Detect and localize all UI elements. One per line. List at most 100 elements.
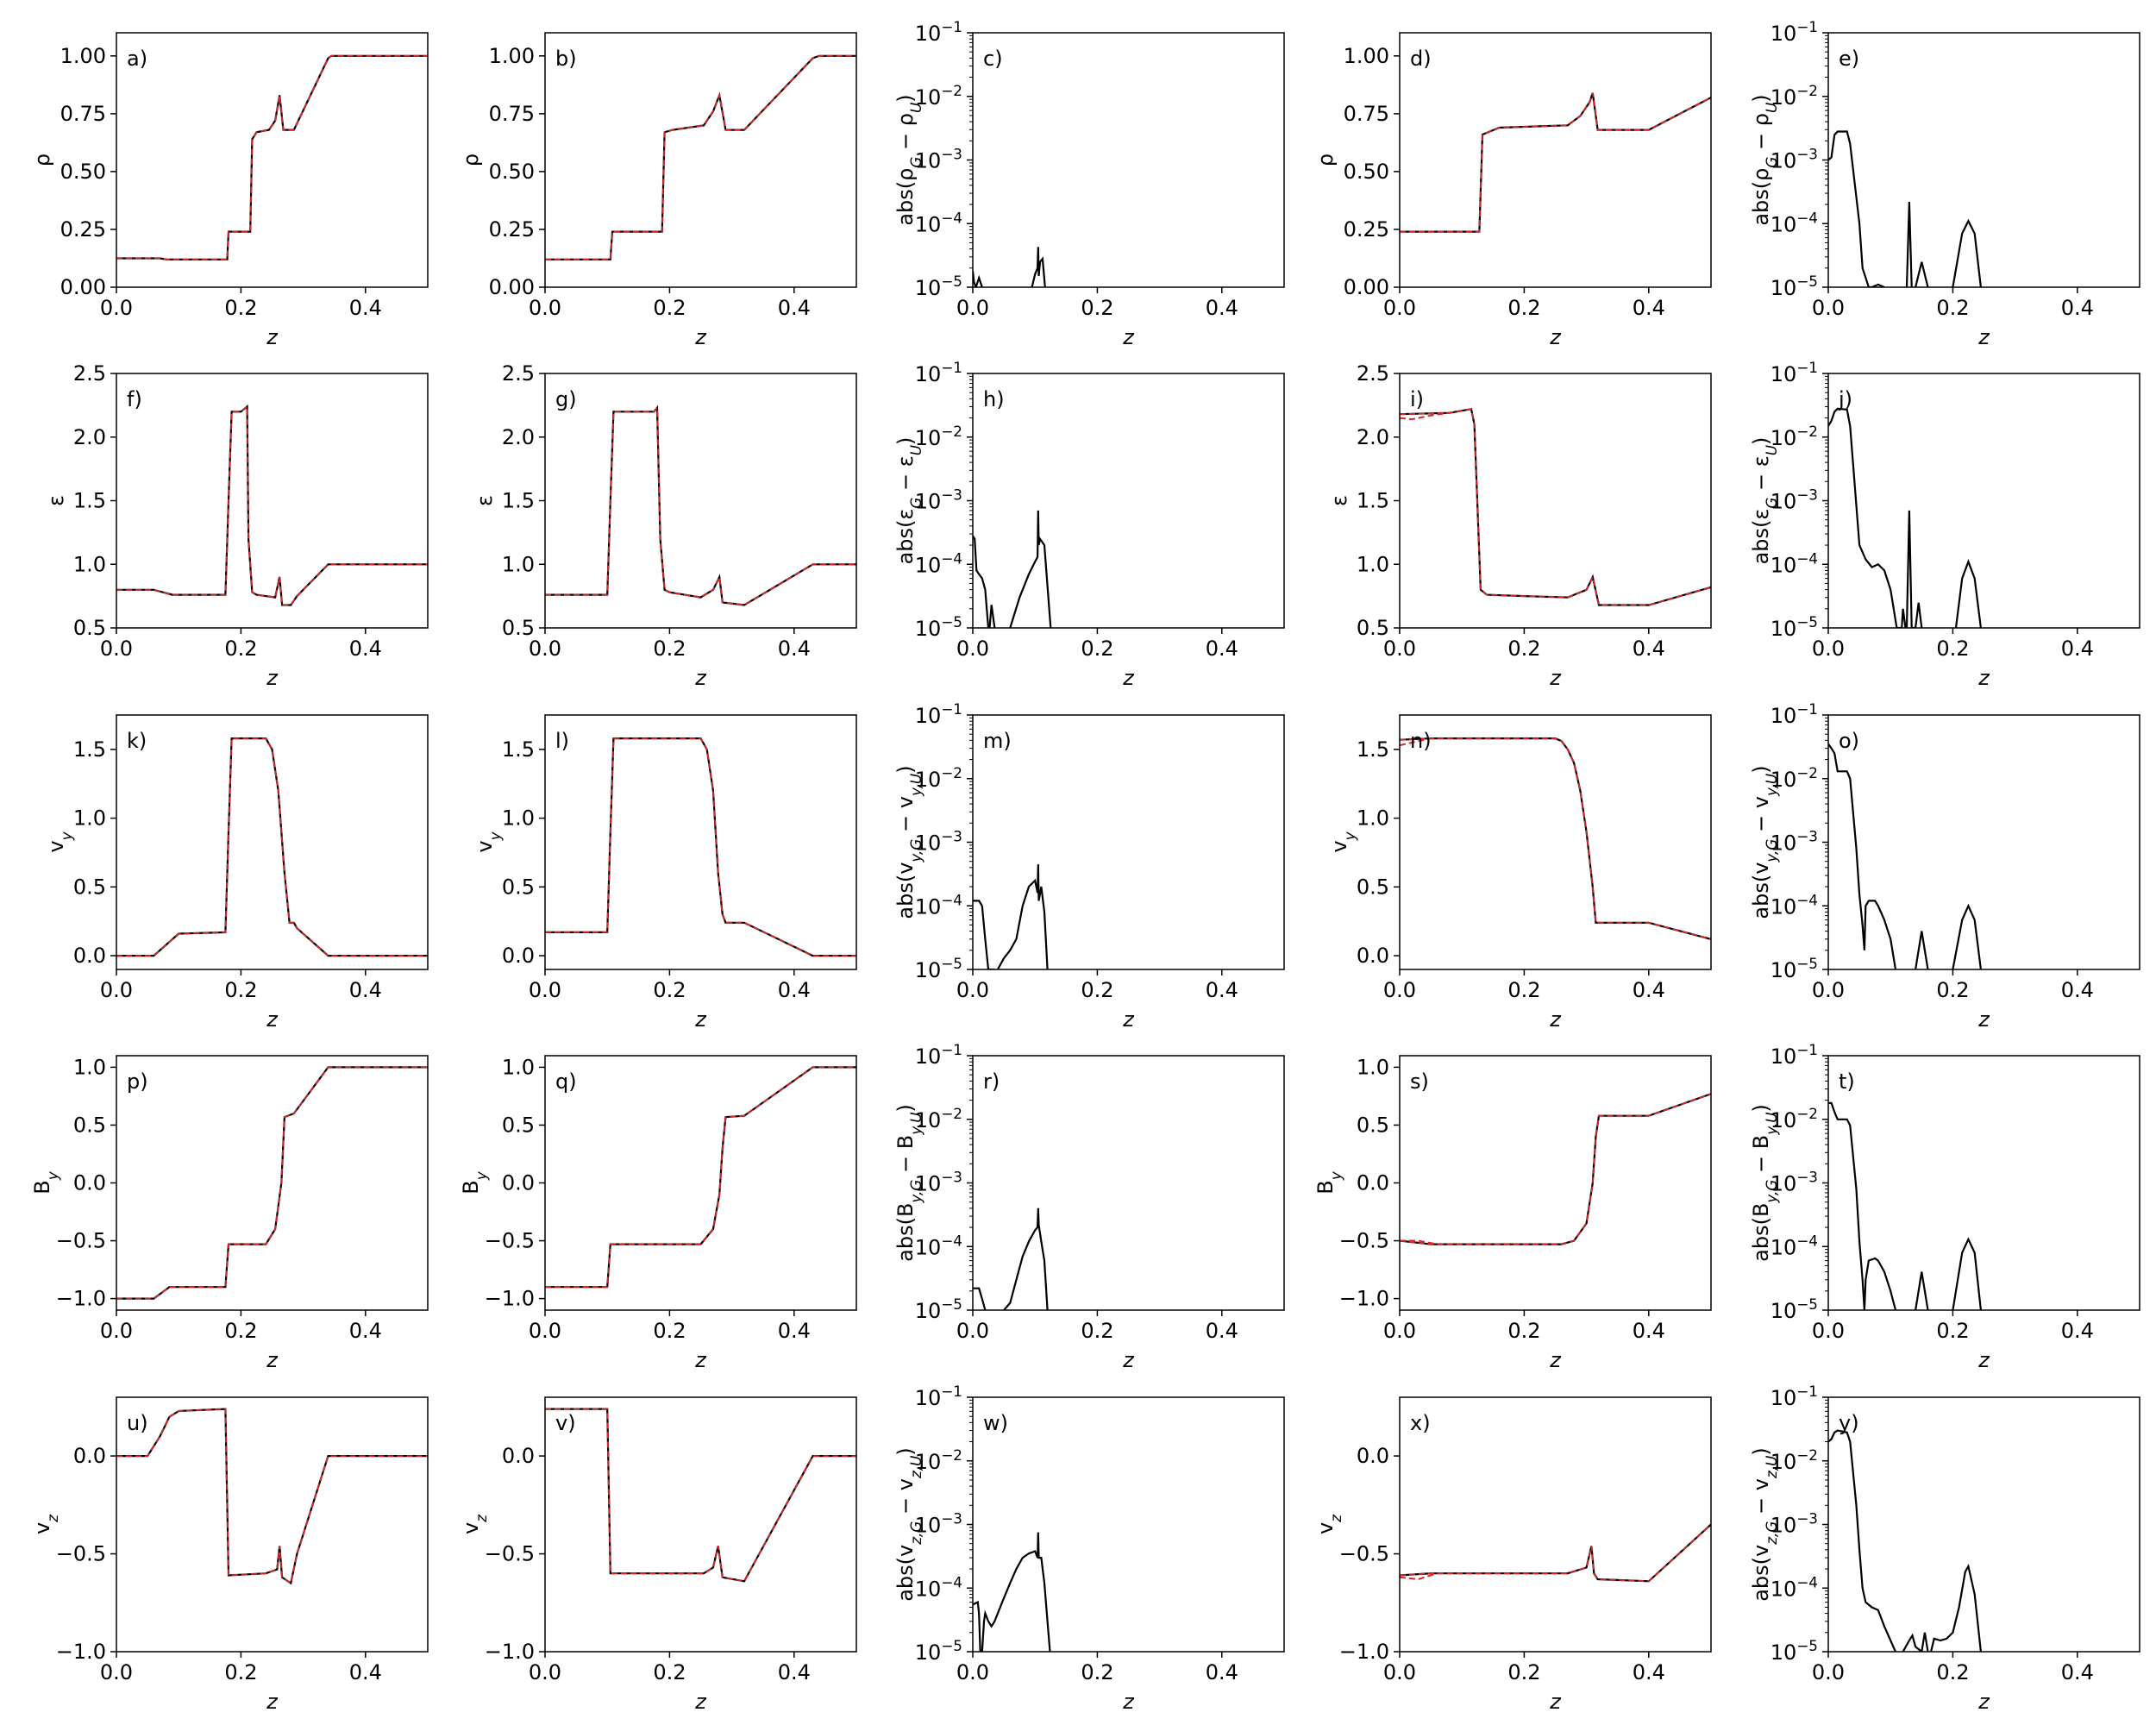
reference-line <box>116 404 428 606</box>
reference-line <box>545 1066 856 1289</box>
y-tick-label: 0.75 <box>489 102 535 126</box>
y-tick-label: 0.5 <box>502 616 535 640</box>
comparison-line <box>1400 411 1450 421</box>
y-tick-label: 1.5 <box>502 489 535 513</box>
difference-line <box>1828 1101 1897 1310</box>
panel-label: g) <box>555 387 577 411</box>
y-tick-label: −0.5 <box>1339 1229 1389 1253</box>
x-axis-label: z <box>694 1348 707 1372</box>
panel-label: w) <box>983 1411 1008 1435</box>
x-tick-label: 0.4 <box>349 978 382 1002</box>
y-tick-label: 10−2 <box>915 1446 962 1474</box>
x-tick-label: 0.4 <box>2061 1660 2094 1684</box>
x-tick-label: 0.4 <box>1633 637 1665 661</box>
x-tick-label: 0.0 <box>1812 978 1845 1002</box>
y-tick-label: 10−1 <box>915 18 962 46</box>
y-axis-label: abs(By,G − By,U) <box>1749 1104 1780 1262</box>
panel-b: 0.0 0.2 0.4 0.00 0.25 0.50 0.75 1.00 z ρ b) <box>459 32 857 349</box>
comparison-line <box>116 737 428 957</box>
x-tick-label: 0.4 <box>2061 296 2094 320</box>
difference-line <box>1952 1237 1982 1310</box>
y-tick-label: 0.5 <box>1357 875 1389 899</box>
panel-label: h) <box>983 387 1005 411</box>
y-tick-label: 1.5 <box>1357 737 1389 762</box>
y-tick-label: −0.5 <box>485 1542 535 1566</box>
comparison-line <box>116 1066 428 1300</box>
x-tick-label: 0.4 <box>1206 637 1238 661</box>
panel-l: 0.0 0.2 0.4 0.0 0.5 1.0 1.5 z vy l) <box>473 714 857 1032</box>
y-tick-label: 1.5 <box>1357 489 1389 513</box>
y-tick-label: −1.0 <box>56 1287 106 1311</box>
y-tick-label: 0.5 <box>502 1113 535 1137</box>
y-tick-label: 0.5 <box>1357 616 1389 640</box>
x-tick-label: 0.4 <box>349 1660 382 1684</box>
y-tick-label: 10−1 <box>915 1383 962 1410</box>
panel-m: 0.0 0.2 0.4 10−5 10−4 10−3 10−2 10−1 z abs(vy,G −… <box>893 700 1285 1032</box>
panel-label: o) <box>1839 729 1859 753</box>
panel-k: 0.0 0.2 0.4 0.0 0.5 1.0 1.5 z vy k) <box>44 714 429 1032</box>
panel-r: 0.0 0.2 0.4 10−5 10−4 10−3 10−2 10−1 z abs(By,G −… <box>893 1041 1285 1372</box>
panel-j: 0.0 0.2 0.4 10−5 10−4 10−3 10−2 10−1 z abs(εG − ε… <box>1749 359 2140 690</box>
y-tick-label: 1.00 <box>489 44 535 68</box>
panel-u: 0.0 0.2 0.4 −1.0 −0.5 0.0 z vz u) <box>30 1396 429 1714</box>
x-tick-label: 0.0 <box>100 1319 133 1343</box>
y-tick-label: 0.0 <box>1357 1444 1389 1468</box>
x-tick-label: 0.4 <box>2061 978 2094 1002</box>
x-axis-label: z <box>694 325 707 349</box>
difference-line <box>973 535 990 628</box>
y-tick-label: 10−4 <box>1771 891 1818 919</box>
x-tick-label: 0.0 <box>100 1660 133 1684</box>
x-axis-label: z <box>1549 1348 1562 1372</box>
y-axis-label: ρ <box>1313 154 1338 166</box>
plot-frame <box>1827 373 2140 629</box>
x-tick-label: 0.2 <box>1081 1319 1113 1343</box>
reference-line <box>1400 92 1711 233</box>
y-tick-label: 10−1 <box>1771 1041 1818 1069</box>
x-tick-label: 0.0 <box>1812 1319 1845 1343</box>
y-tick-label: 0.25 <box>489 217 535 242</box>
x-tick-label: 0.4 <box>1633 296 1665 320</box>
y-tick-label: 2.0 <box>1357 425 1389 449</box>
x-axis-label: z <box>266 1690 279 1714</box>
x-tick-label: 0.4 <box>2061 637 2094 661</box>
panel-label: d) <box>1410 47 1432 71</box>
y-tick-label: 0.50 <box>60 160 106 184</box>
plot-frame <box>972 32 1285 288</box>
y-tick-label: 1.5 <box>73 737 106 762</box>
y-axis-label: By <box>30 1170 61 1194</box>
difference-line <box>996 864 1049 969</box>
panel-label: p) <box>127 1070 148 1094</box>
panel-w: 0.0 0.2 0.4 10−5 10−4 10−3 10−2 10−1 z abs(vz,G −… <box>893 1383 1285 1714</box>
x-tick-label: 0.4 <box>778 978 811 1002</box>
y-tick-label: 10−2 <box>1771 764 1818 792</box>
x-axis-label: z <box>1977 1690 1990 1714</box>
y-axis-label: abs(ρG − ρU) <box>1749 94 1780 225</box>
y-axis-label: abs(By,G − By,U) <box>893 1104 924 1262</box>
comparison-line <box>116 405 428 606</box>
plot-frame <box>1399 32 1712 288</box>
panel-label: j) <box>1838 387 1852 411</box>
y-axis-label: ε <box>473 495 497 506</box>
panel-h: 0.0 0.2 0.4 10−5 10−4 10−3 10−2 10−1 z abs(εG − ε… <box>893 359 1285 690</box>
y-tick-label: −0.5 <box>485 1229 535 1253</box>
panel-label: q) <box>555 1070 577 1094</box>
x-tick-label: 0.2 <box>1081 978 1113 1002</box>
difference-line <box>1930 1563 1982 1652</box>
panel-label: x) <box>1410 1411 1431 1435</box>
plot-frame <box>116 1396 429 1653</box>
x-tick-label: 0.0 <box>956 296 989 320</box>
x-tick-label: 0.4 <box>778 637 811 661</box>
x-tick-label: 0.0 <box>100 978 133 1002</box>
y-tick-label: 10−4 <box>915 209 962 236</box>
y-tick-label: 0.5 <box>73 1113 106 1137</box>
y-tick-label: −1.0 <box>1339 1287 1389 1311</box>
x-tick-label: 0.2 <box>1081 1660 1113 1684</box>
comparison-line <box>545 1408 856 1583</box>
difference-line <box>1954 559 1982 628</box>
x-tick-label: 0.2 <box>1081 296 1113 320</box>
x-axis-label: z <box>694 1690 707 1714</box>
panel-label: s) <box>1410 1070 1429 1094</box>
x-tick-label: 0.0 <box>956 1319 989 1343</box>
y-tick-label: 2.5 <box>73 361 106 386</box>
x-tick-label: 0.0 <box>529 296 561 320</box>
